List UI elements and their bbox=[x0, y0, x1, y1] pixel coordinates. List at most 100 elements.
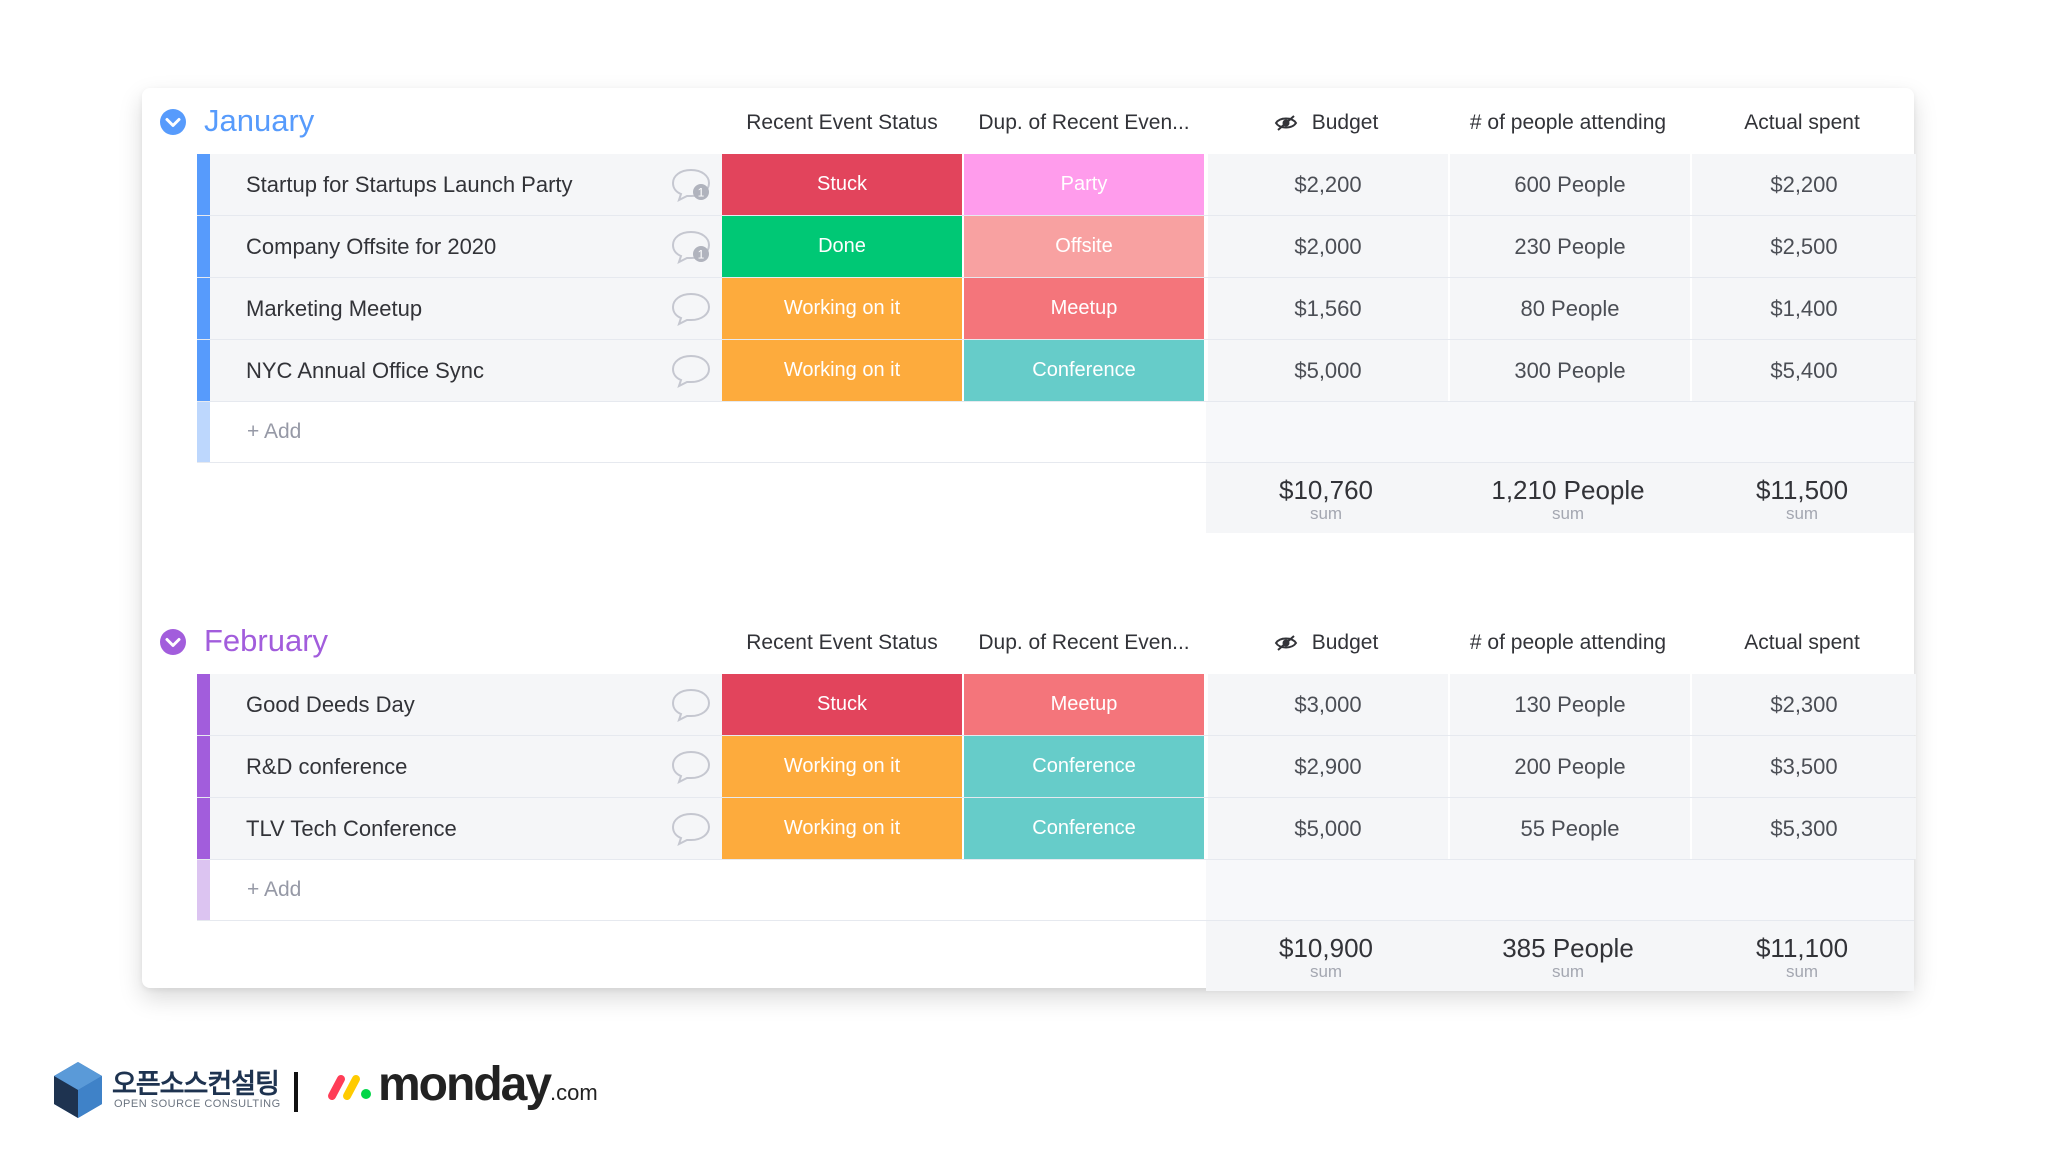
budget-sum: $10,900 sum bbox=[1206, 921, 1446, 991]
budget-sum-value: $10,760 bbox=[1279, 475, 1373, 505]
spent-cell[interactable]: $3,500 bbox=[1690, 736, 1916, 797]
people-cell[interactable]: 230 People bbox=[1448, 216, 1690, 277]
comment-count: 1 bbox=[698, 248, 705, 262]
item-name-cell[interactable]: R&D conference bbox=[210, 736, 722, 797]
spent-sum-value: $11,100 bbox=[1755, 933, 1849, 963]
column-header-dup[interactable]: Dup. of Recent Even... bbox=[978, 631, 1190, 654]
add-item-row[interactable]: + Add bbox=[197, 860, 1914, 921]
spent-cell[interactable]: $5,400 bbox=[1690, 340, 1916, 401]
add-item-row[interactable]: + Add bbox=[197, 402, 1914, 463]
table-row[interactable]: Good Deeds Day Stuck Meetup $3,000 130 P… bbox=[197, 674, 1916, 736]
people-sum-value: 1,210 People bbox=[1491, 475, 1645, 505]
item-name[interactable]: R&D conference bbox=[246, 754, 408, 779]
people-cell[interactable]: 600 People bbox=[1448, 154, 1690, 215]
budget-cell[interactable]: $2,900 bbox=[1206, 736, 1448, 797]
item-name[interactable]: Good Deeds Day bbox=[246, 692, 415, 717]
status-cell[interactable]: Working on it bbox=[722, 798, 962, 859]
budget-cell[interactable]: $5,000 bbox=[1206, 798, 1448, 859]
spent-cell[interactable]: $2,300 bbox=[1690, 674, 1916, 735]
people-cell[interactable]: 80 People bbox=[1448, 278, 1690, 339]
status-cell[interactable]: Done bbox=[722, 216, 962, 277]
budget-cell[interactable]: $1,560 bbox=[1206, 278, 1448, 339]
column-header-budget[interactable]: Budget bbox=[1206, 110, 1446, 136]
people-cell[interactable]: 55 People bbox=[1448, 798, 1690, 859]
group-title[interactable]: January bbox=[204, 103, 315, 138]
dup-status-cell[interactable]: Meetup bbox=[964, 278, 1204, 339]
people-sum-value: 385 People bbox=[1502, 933, 1634, 963]
spent-cell[interactable]: $2,200 bbox=[1690, 154, 1916, 215]
group-collapse-toggle[interactable] bbox=[159, 628, 187, 656]
item-name-cell[interactable]: Marketing Meetup bbox=[210, 278, 722, 339]
row-color-bar bbox=[197, 216, 210, 277]
column-header-spent[interactable]: Actual spent bbox=[1744, 631, 1860, 654]
people-sum: 1,210 People sum bbox=[1448, 463, 1688, 533]
comment-bubble-icon[interactable] bbox=[670, 353, 712, 389]
sum-label: sum bbox=[1551, 504, 1585, 523]
opensource-name: 오픈소스컨설팅 bbox=[112, 1069, 280, 1099]
comment-bubble-icon[interactable] bbox=[670, 291, 712, 327]
budget-cell[interactable]: $2,000 bbox=[1206, 216, 1448, 277]
budget-cell[interactable]: $5,000 bbox=[1206, 340, 1448, 401]
item-name-cell[interactable]: Company Offsite for 2020 1 bbox=[210, 216, 722, 277]
item-name-cell[interactable]: Good Deeds Day bbox=[210, 674, 722, 735]
table-row[interactable]: TLV Tech Conference Working on it Confer… bbox=[197, 798, 1916, 860]
comment-bubble-icon[interactable] bbox=[670, 811, 712, 847]
status-cell[interactable]: Working on it bbox=[722, 340, 962, 401]
group-collapse-toggle[interactable] bbox=[159, 108, 187, 136]
dup-status-cell[interactable]: Offsite bbox=[964, 216, 1204, 277]
people-cell[interactable]: 300 People bbox=[1448, 340, 1690, 401]
row-color-bar bbox=[197, 736, 210, 797]
dup-status-cell[interactable]: Conference bbox=[964, 340, 1204, 401]
comment-bubble-icon[interactable]: 1 bbox=[670, 229, 712, 265]
item-name[interactable]: Marketing Meetup bbox=[246, 296, 423, 321]
dup-status-cell[interactable]: Party bbox=[964, 154, 1204, 215]
table-row[interactable]: R&D conference Working on it Conference … bbox=[197, 736, 1916, 798]
people-cell[interactable]: 200 People bbox=[1448, 736, 1690, 797]
table-row[interactable]: Marketing Meetup Working on it Meetup $1… bbox=[197, 278, 1916, 340]
people-cell[interactable]: 130 People bbox=[1448, 674, 1690, 735]
column-header-people[interactable]: # of people attending bbox=[1469, 631, 1667, 654]
comment-bubble-icon[interactable] bbox=[670, 749, 712, 785]
column-header-status[interactable]: Recent Event Status bbox=[746, 111, 938, 134]
spent-cell[interactable]: $5,300 bbox=[1690, 798, 1916, 859]
dup-status-cell[interactable]: Conference bbox=[964, 736, 1204, 797]
dup-status-cell[interactable]: Meetup bbox=[964, 674, 1204, 735]
table-row[interactable]: Company Offsite for 2020 1 Done Offsite … bbox=[197, 216, 1916, 278]
add-item-input[interactable]: + Add bbox=[247, 878, 302, 901]
eye-icon bbox=[1274, 115, 1297, 131]
budget-cell[interactable]: $2,200 bbox=[1206, 154, 1448, 215]
column-header-budget[interactable]: Budget bbox=[1206, 630, 1446, 656]
spent-cell[interactable]: $2,500 bbox=[1690, 216, 1916, 277]
spent-cell[interactable]: $1,400 bbox=[1690, 278, 1916, 339]
status-cell[interactable]: Stuck bbox=[722, 154, 962, 215]
sum-label: sum bbox=[1551, 962, 1585, 981]
item-name[interactable]: Company Offsite for 2020 bbox=[246, 234, 497, 259]
sum-label: sum bbox=[1785, 962, 1819, 981]
item-name-cell[interactable]: Startup for Startups Launch Party 1 bbox=[210, 154, 722, 215]
table-row[interactable]: Startup for Startups Launch Party 1 Stuc… bbox=[197, 154, 1916, 216]
status-cell[interactable]: Stuck bbox=[722, 674, 962, 735]
comment-bubble-icon[interactable] bbox=[670, 687, 712, 723]
item-name[interactable]: NYC Annual Office Sync bbox=[246, 358, 485, 383]
group-title[interactable]: February bbox=[204, 623, 329, 658]
item-name-cell[interactable]: NYC Annual Office Sync bbox=[210, 340, 722, 401]
footer-logos: 오픈소스컨설팅 OPEN SOURCE CONSULTING monday.co… bbox=[50, 1058, 610, 1118]
chevron-down-icon bbox=[160, 109, 186, 135]
item-name-cell[interactable]: TLV Tech Conference bbox=[210, 798, 722, 859]
add-item-input[interactable]: + Add bbox=[247, 420, 302, 443]
comment-bubble-icon[interactable]: 1 bbox=[670, 167, 712, 203]
column-header-spent[interactable]: Actual spent bbox=[1744, 111, 1860, 134]
monday-wordmark: monday.com bbox=[378, 1058, 598, 1120]
status-cell[interactable]: Working on it bbox=[722, 736, 962, 797]
column-header-status[interactable]: Recent Event Status bbox=[746, 631, 938, 654]
status-cell[interactable]: Working on it bbox=[722, 278, 962, 339]
table-row[interactable]: NYC Annual Office Sync Working on it Con… bbox=[197, 340, 1916, 402]
column-header-people[interactable]: # of people attending bbox=[1469, 111, 1667, 134]
dup-status-cell[interactable]: Conference bbox=[964, 798, 1204, 859]
budget-cell[interactable]: $3,000 bbox=[1206, 674, 1448, 735]
column-header-dup[interactable]: Dup. of Recent Even... bbox=[978, 111, 1190, 134]
item-name[interactable]: Startup for Startups Launch Party bbox=[246, 172, 573, 197]
item-name[interactable]: TLV Tech Conference bbox=[246, 816, 457, 841]
row-color-bar bbox=[197, 278, 210, 339]
budget-sum: $10,760 sum bbox=[1206, 463, 1446, 533]
